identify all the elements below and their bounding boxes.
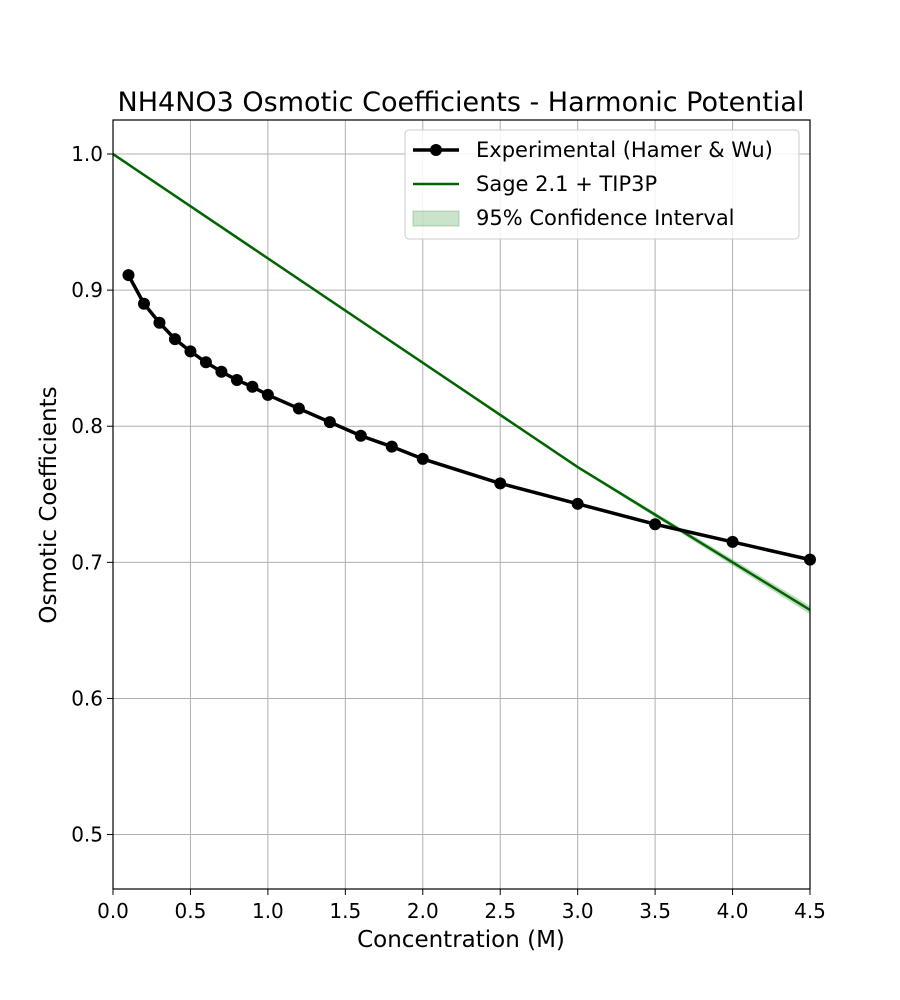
legend-label-sage: Sage 2.1 + TIP3P — [476, 172, 657, 196]
legend-box — [404, 129, 800, 240]
sage-tip3p-line — [112, 152, 811, 612]
experimental-point — [726, 535, 739, 548]
y-tick-label: 0.5 — [71, 823, 103, 847]
experimental-point — [323, 416, 336, 429]
y-axis-title: Osmotic Coefficients — [36, 386, 62, 623]
legend-label-confidence: 95% Confidence Interval — [476, 206, 735, 230]
experimental-point — [122, 269, 135, 282]
legend-swatch-confidence — [412, 210, 460, 227]
experimental-point — [246, 380, 259, 393]
x-tick-label: 2.0 — [407, 899, 439, 923]
experimental-point — [354, 429, 367, 442]
x-tick-label: 0.5 — [175, 899, 207, 923]
legend-marker-experimental — [430, 144, 442, 156]
legend: Experimental (Hamer & Wu) Sage 2.1 + TIP… — [404, 129, 800, 240]
x-tick-label: 1.0 — [252, 899, 284, 923]
x-tick-label: 4.5 — [794, 899, 826, 923]
experimental-point — [649, 518, 662, 531]
x-tick-label: 2.5 — [484, 899, 516, 923]
series-lines — [112, 152, 816, 612]
y-tick-label: 0.9 — [71, 278, 103, 302]
y-tick-label: 0.6 — [71, 686, 103, 710]
y-tick-label: 0.8 — [71, 414, 103, 438]
y-tick-label: 1.0 — [71, 142, 103, 166]
legend-label-experimental: Experimental (Hamer & Wu) — [476, 138, 773, 162]
x-axis-title: Concentration (M) — [357, 927, 565, 953]
x-tick-label: 0.0 — [97, 899, 129, 923]
x-tick-label: 4.0 — [717, 899, 749, 923]
x-tick-label: 3.0 — [562, 899, 594, 923]
y-tick-label: 0.7 — [71, 550, 103, 574]
plot-frame — [112, 119, 811, 890]
experimental-point — [137, 297, 150, 310]
experimental-point — [385, 440, 398, 453]
experimental-point — [292, 402, 305, 415]
chart-title: NH4NO3 Osmotic Coefficients - Harmonic P… — [118, 87, 805, 118]
experimental-point — [168, 333, 181, 346]
experimental-point — [416, 452, 429, 465]
experimental-point — [184, 345, 197, 358]
axis-ticks: 0.0 0.5 1.0 1.5 2.0 2.5 3.0 3.5 4.0 4.5 0.5 0.6 0.7 0… — [71, 142, 826, 923]
experimental-point — [215, 365, 228, 378]
experimental-point — [571, 497, 584, 510]
x-tick-label: 3.5 — [639, 899, 671, 923]
experimental-point — [494, 477, 507, 490]
experimental-point — [261, 388, 274, 401]
experimental-point — [153, 316, 166, 329]
experimental-point — [199, 356, 212, 369]
experimental-point — [230, 373, 243, 386]
x-tick-label: 1.5 — [329, 899, 361, 923]
